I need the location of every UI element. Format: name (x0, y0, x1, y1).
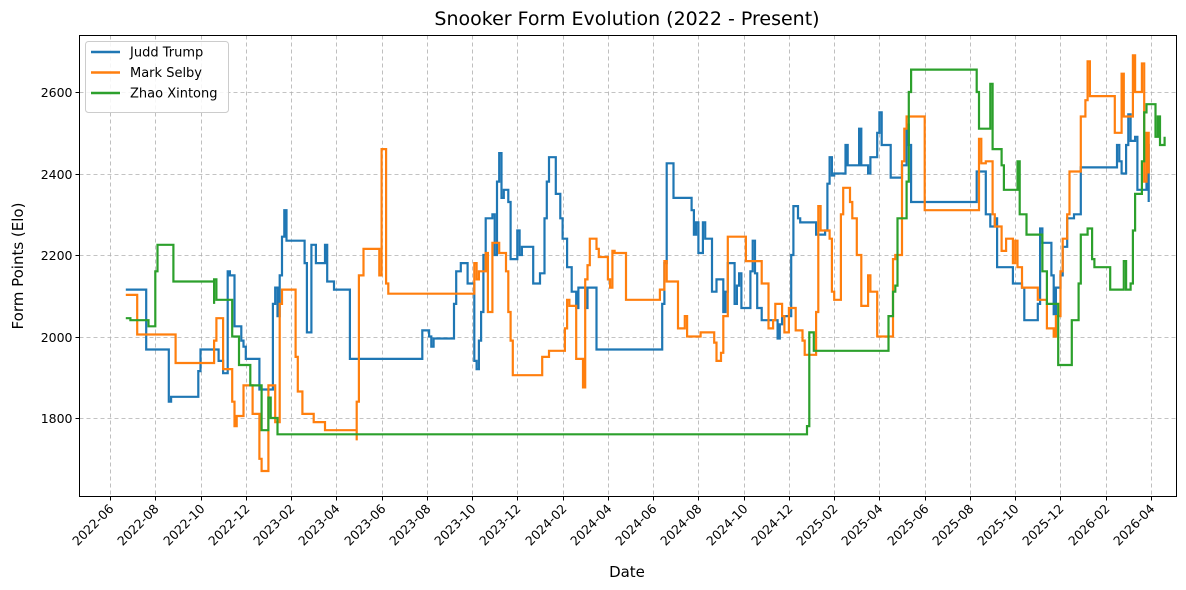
legend-box (85, 41, 229, 113)
legend-label: Zhao Xintong (130, 87, 218, 102)
y-tick-label: 2200 (41, 248, 73, 263)
y-tick-label: 1800 (41, 411, 73, 426)
y-axis-label: Form Points (Elo) (9, 203, 27, 330)
series-line-judd-trump (125, 111, 1150, 403)
legend-label: Mark Selby (130, 66, 202, 81)
chart-title: Snooker Form Evolution (2022 - Present) (434, 8, 819, 30)
plot-frame (79, 35, 1177, 497)
series-line-mark-selby (125, 54, 1150, 473)
legend-label: Judd Trump (129, 46, 203, 61)
series-line-zhao-xintong (125, 68, 1166, 436)
y-axis: 1800 2000 2200 2400 2600 (41, 85, 80, 426)
legend: Judd Trump Mark Selby Zhao Xintong (85, 41, 229, 113)
x-axis-label: Date (609, 563, 645, 581)
series-lines (125, 54, 1166, 473)
y-tick-label: 2400 (41, 167, 73, 182)
y-tick-label: 2600 (41, 85, 73, 100)
y-tick-label: 2000 (41, 330, 73, 345)
